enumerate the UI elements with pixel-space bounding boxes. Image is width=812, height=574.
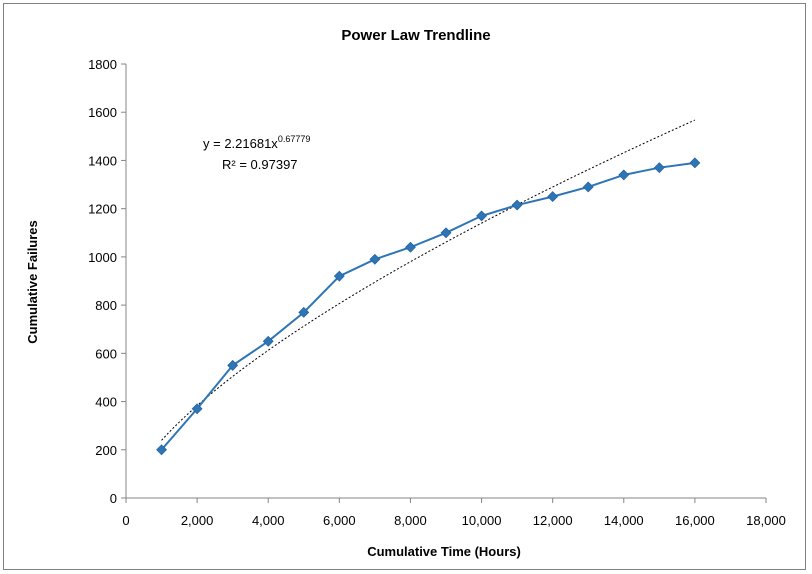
data-point-marker (653, 162, 665, 174)
data-point-marker (333, 270, 345, 282)
y-tick-label: 400 (95, 395, 117, 410)
data-point-marker (227, 359, 239, 371)
data-point-marker (191, 403, 203, 415)
data-point-marker (369, 253, 381, 265)
y-tick-label: 1000 (88, 250, 117, 265)
data-point-marker (689, 157, 701, 169)
data-point-marker (547, 191, 559, 203)
x-axis-title: Cumulative Time (Hours) (367, 544, 521, 559)
x-tick-label: 12,000 (533, 513, 573, 528)
y-tick-label: 1400 (88, 153, 117, 168)
x-axis-ticks: 0 2,000 4,000 6,000 8,000 10,000 12,000 14,000 1… (122, 498, 786, 528)
x-tick-label: 0 (122, 513, 129, 528)
chart-area (3, 3, 806, 570)
x-tick-label: 6,000 (323, 513, 356, 528)
data-point-marker (618, 169, 630, 181)
data-point-marker (440, 227, 452, 239)
data-point-marker (511, 199, 523, 211)
x-tick-label: 10,000 (462, 513, 502, 528)
y-axis-title: Cumulative Failures (25, 220, 40, 344)
chart-title: Power Law Trendline (341, 27, 490, 44)
x-tick-label: 14,000 (604, 513, 644, 528)
equation-exponent: 0.67779 (278, 134, 311, 144)
y-tick-label: 1600 (88, 105, 117, 120)
x-tick-label: 2,000 (181, 513, 214, 528)
trendline-equation: y = 2.21681x0.67779 (203, 134, 310, 151)
y-tick-label: 200 (95, 443, 117, 458)
y-tick-label: 1800 (88, 57, 117, 72)
y-axis-ticks: 0 200 400 600 800 1000 1200 1400 1600 1800 (88, 57, 126, 506)
x-tick-label: 16,000 (675, 513, 715, 528)
y-tick-label: 600 (95, 346, 117, 361)
series-line (160, 161, 696, 451)
data-point-marker (476, 210, 487, 222)
x-tick-label: 18,000 (746, 513, 786, 528)
x-tick-label: 8,000 (394, 513, 427, 528)
x-tick-label: 4,000 (252, 513, 285, 528)
data-point-marker (298, 306, 310, 318)
data-point-marker (262, 335, 274, 347)
data-point-marker (156, 444, 167, 456)
data-point-marker (405, 241, 416, 253)
y-tick-label: 1200 (88, 202, 117, 217)
data-markers (156, 157, 701, 456)
data-point-marker (582, 181, 594, 193)
y-tick-label: 0 (110, 491, 117, 506)
equation-prefix: y = 2.21681x (203, 136, 278, 151)
r-squared-label: R² = 0.97397 (222, 157, 298, 172)
power-trendline (161, 119, 696, 441)
y-tick-label: 800 (95, 298, 117, 313)
